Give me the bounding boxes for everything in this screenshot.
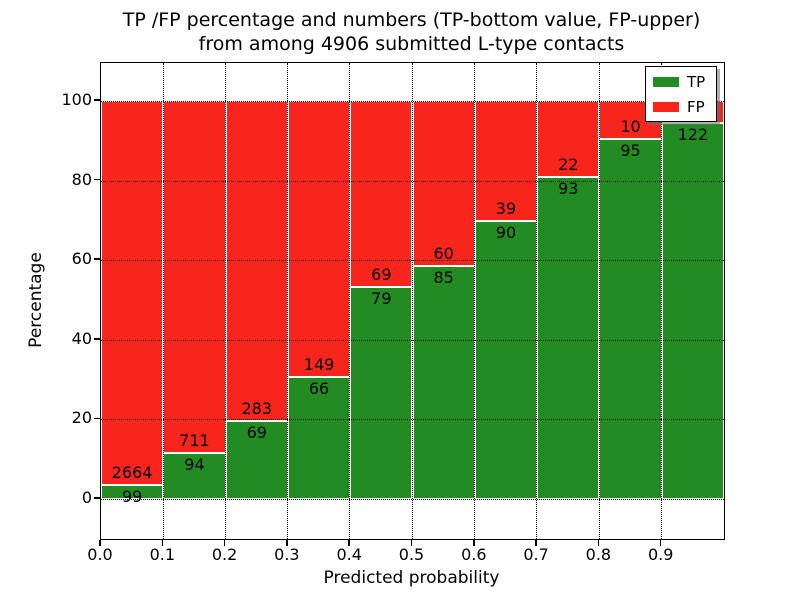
x-tick-label-0.2: 0.2: [211, 545, 238, 564]
x-tick-mark-0.1: [161, 539, 164, 546]
chart-title-line1: TP /FP percentage and numbers (TP-bottom…: [122, 9, 701, 31]
y-tick-mark-60: [94, 258, 100, 260]
gridline-y-80: [101, 180, 724, 182]
x-tick-mark-0.2: [223, 539, 226, 546]
bar-fp-3: [287, 101, 351, 377]
gridline-y-20: [101, 419, 724, 421]
gridline-x-0.9: [660, 63, 662, 539]
legend-item-tp: TP: [646, 69, 716, 93]
y-tick-label-40: 40: [71, 328, 92, 348]
x-tick-label-0.1: 0.1: [149, 545, 176, 564]
bar-tp-8: [599, 138, 662, 499]
gridline-y-100: [101, 101, 724, 102]
tp-count-label-7: 93: [558, 179, 579, 199]
tp-count-label-5: 85: [433, 267, 454, 287]
bar-fp-6: [474, 101, 538, 222]
gridline-x-0.6: [474, 63, 476, 539]
fp-count-label-3: 149: [303, 354, 335, 374]
x-tick-label-0.4: 0.4: [336, 545, 362, 564]
y-tick-label-80: 80: [71, 169, 92, 189]
x-tick-label-0.5: 0.5: [398, 545, 425, 564]
plot-area: 2664 99 711 94 283 69 149 66 69 79 60 85 39 90 22 93 10 9…: [100, 62, 725, 540]
gridline-x-0.8: [598, 63, 600, 539]
x-tick-mark-0.6: [473, 539, 475, 546]
fp-count-label-7: 22: [558, 155, 579, 175]
y-tick-mark-40: [94, 338, 100, 340]
bar-tp-2: [225, 420, 288, 499]
x-tick-mark-0.7: [535, 539, 537, 546]
bar-fp-1: [163, 101, 226, 453]
tp-count-label-1: 94: [184, 454, 205, 474]
bar-fp-0: [101, 101, 164, 485]
bar-tp-3: [287, 376, 351, 499]
gridline-y-0: [101, 499, 724, 500]
fp-count-label-5: 60: [433, 243, 454, 263]
tp-count-label-4: 79: [371, 288, 392, 308]
y-tick-label-20: 20: [71, 408, 92, 428]
legend: TP FP: [645, 66, 717, 122]
tp-count-label-9: 122: [677, 124, 709, 144]
gridline-x-0.7: [536, 63, 538, 539]
fp-count-label-0: 2664: [111, 462, 153, 482]
y-tick-mark-100: [94, 99, 100, 101]
gridline-x-0.3: [287, 63, 289, 539]
tp-count-label-6: 90: [495, 223, 517, 243]
y-tick-label-100: 100: [61, 90, 92, 109]
bar-fp-7: [537, 101, 600, 178]
fp-legend-swatch: [653, 102, 679, 112]
x-axis-label: Predicted probability: [323, 568, 500, 588]
x-tick-mark-0.0: [99, 539, 101, 546]
x-tick-label-0.9: 0.9: [647, 545, 674, 564]
gridline-y-60: [101, 260, 724, 262]
x-tick-mark-0.5: [410, 539, 413, 546]
x-tick-label-0.6: 0.6: [461, 545, 487, 564]
chart-title-line2: from among 4906 submitted L-type contact…: [198, 33, 625, 55]
tp-count-label-0: 99: [121, 486, 143, 506]
tp-count-label-8: 95: [620, 140, 641, 160]
gridline-x-0.2: [224, 63, 226, 539]
y-tick-mark-80: [94, 178, 100, 181]
fp-count-label-8: 10: [620, 116, 641, 136]
x-tick-mark-0.4: [348, 539, 350, 546]
bar-tp-4: [350, 286, 413, 499]
y-tick-label-0: 0: [81, 488, 92, 507]
bar-tp-6: [474, 221, 538, 499]
gridline-y-40: [101, 339, 724, 341]
bar-fp-4: [350, 101, 413, 287]
x-tick-label-0.7: 0.7: [523, 545, 549, 564]
bar-fp-5: [412, 101, 475, 266]
tp-count-label-3: 66: [308, 378, 330, 398]
legend-item-fp: FP: [646, 94, 716, 118]
x-tick-mark-0.9: [659, 539, 662, 546]
bar-tp-1: [163, 452, 226, 499]
x-tick-label-0.8: 0.8: [585, 545, 612, 564]
fp-count-label-2: 283: [241, 398, 273, 418]
bar-tp-9: [661, 122, 724, 499]
x-tick-mark-0.8: [597, 539, 600, 546]
y-tick-label-60: 60: [71, 249, 92, 269]
y-tick-mark-0: [94, 497, 100, 499]
fp-legend-label: FP: [687, 98, 705, 116]
y-tick-mark-20: [94, 417, 100, 420]
fp-count-label-4: 69: [371, 264, 392, 284]
gridline-x-0.4: [349, 63, 351, 539]
bar-tp-5: [412, 265, 475, 499]
tp-legend-swatch: [653, 77, 679, 87]
tp-legend-label: TP: [687, 73, 706, 91]
fp-count-label-1: 711: [179, 430, 210, 450]
x-tick-label-0.3: 0.3: [274, 545, 300, 564]
fp-count-label-6: 39: [495, 199, 517, 219]
tp-count-label-2: 69: [246, 422, 267, 442]
bar-tp-7: [537, 177, 600, 499]
chart-title: TP /FP percentage and numbers (TP-bottom…: [100, 8, 723, 56]
x-tick-label-0.0: 0.0: [87, 545, 113, 564]
gridline-x-0.5: [411, 63, 413, 539]
gridline-x-0.1: [162, 63, 164, 539]
x-tick-mark-0.3: [286, 539, 288, 546]
